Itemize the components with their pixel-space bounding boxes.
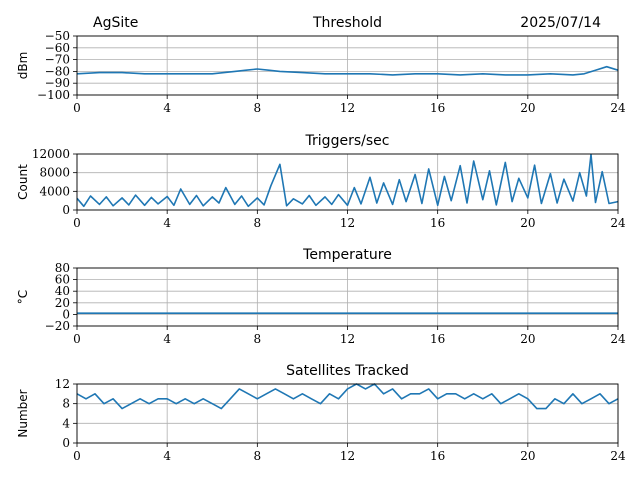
chart-panels: 0 4 8 12 16 20 24 −100−90−80−70−60−50 Threshold d… bbox=[16, 15, 626, 463]
x-tick-label: 12 bbox=[340, 101, 355, 115]
x-tick-label: 16 bbox=[430, 216, 445, 230]
x-tick-label: 20 bbox=[520, 101, 535, 115]
x-tick-label: 24 bbox=[610, 449, 626, 463]
y-tick-label: 0 bbox=[62, 307, 70, 321]
x-tick-label: 8 bbox=[254, 449, 262, 463]
x-tick-label: 4 bbox=[163, 101, 171, 115]
y-tick-label: 40 bbox=[55, 284, 70, 298]
y-tick-label: −60 bbox=[45, 41, 70, 55]
y-tick-label: −90 bbox=[45, 76, 70, 90]
y-axis-label: dBm bbox=[16, 52, 30, 80]
y-tick-label: 8 bbox=[62, 397, 70, 411]
x-tick-label: 16 bbox=[430, 332, 445, 346]
y-tick-label: 8000 bbox=[39, 166, 70, 180]
panel-2: 0 4 8 12 16 20 24 0 4000 8000 12000 Triggers/sec Cou… bbox=[16, 133, 626, 230]
x-tick-label: 20 bbox=[520, 332, 535, 346]
panel-4: 0 4 8 12 16 20 24 0 4 8 12 Satellites Tracked Number bbox=[16, 363, 626, 463]
y-tick-label: 60 bbox=[55, 273, 70, 287]
x-tick-label: 8 bbox=[254, 332, 262, 346]
x-tick-label: 20 bbox=[520, 216, 535, 230]
x-tick-label: 12 bbox=[340, 449, 355, 463]
panel-title: Threshold bbox=[312, 15, 382, 31]
y-axis-label: Count bbox=[16, 164, 30, 200]
y-tick-label: 12 bbox=[55, 377, 70, 391]
x-tick-label: 16 bbox=[430, 449, 445, 463]
x-tick-label: 4 bbox=[163, 332, 171, 346]
x-tick-label: 24 bbox=[610, 101, 626, 115]
y-tick-label: −20 bbox=[45, 319, 70, 333]
x-tick-label: 0 bbox=[73, 101, 81, 115]
y-tick-label: 4 bbox=[62, 416, 70, 430]
series-line-2-1 bbox=[76, 153, 619, 208]
y-tick-label: 0 bbox=[62, 436, 70, 450]
x-tick-label: 12 bbox=[340, 216, 355, 230]
x-tick-label: 8 bbox=[254, 101, 262, 115]
panel-title: Temperature bbox=[302, 247, 392, 263]
series-line-1-1 bbox=[76, 65, 619, 76]
x-tick-label: 20 bbox=[520, 449, 535, 463]
x-tick-label: 24 bbox=[610, 216, 626, 230]
date-label: 2025/07/14 bbox=[520, 15, 601, 31]
x-tick-label: 4 bbox=[163, 449, 171, 463]
y-tick-label: 4000 bbox=[39, 184, 70, 198]
x-tick-label: 0 bbox=[73, 216, 81, 230]
y-axis-label: Number bbox=[16, 389, 30, 437]
series-line-4-1 bbox=[76, 383, 619, 410]
site-label: AgSite bbox=[93, 15, 138, 31]
panel-title: Satellites Tracked bbox=[286, 363, 409, 379]
x-tick-label: 0 bbox=[73, 332, 81, 346]
x-tick-label: 24 bbox=[610, 332, 626, 346]
y-tick-label: −70 bbox=[45, 53, 70, 67]
panel-title: Triggers/sec bbox=[305, 133, 390, 149]
x-tick-label: 8 bbox=[254, 216, 262, 230]
y-tick-label: −50 bbox=[45, 29, 70, 43]
x-tick-label: 4 bbox=[163, 216, 171, 230]
panel-1: 0 4 8 12 16 20 24 −100−90−80−70−60−50 Threshold d… bbox=[16, 15, 626, 115]
y-tick-label: −100 bbox=[37, 88, 70, 102]
x-tick-label: 12 bbox=[340, 332, 355, 346]
y-axis-label: °C bbox=[16, 290, 30, 304]
x-tick-label: 0 bbox=[73, 449, 81, 463]
y-tick-label: 12000 bbox=[32, 147, 70, 161]
y-tick-label: −80 bbox=[45, 64, 70, 78]
y-tick-label: 20 bbox=[55, 296, 70, 310]
y-tick-label: 80 bbox=[55, 261, 70, 275]
x-tick-label: 16 bbox=[430, 101, 445, 115]
y-tick-label: 0 bbox=[62, 203, 70, 217]
